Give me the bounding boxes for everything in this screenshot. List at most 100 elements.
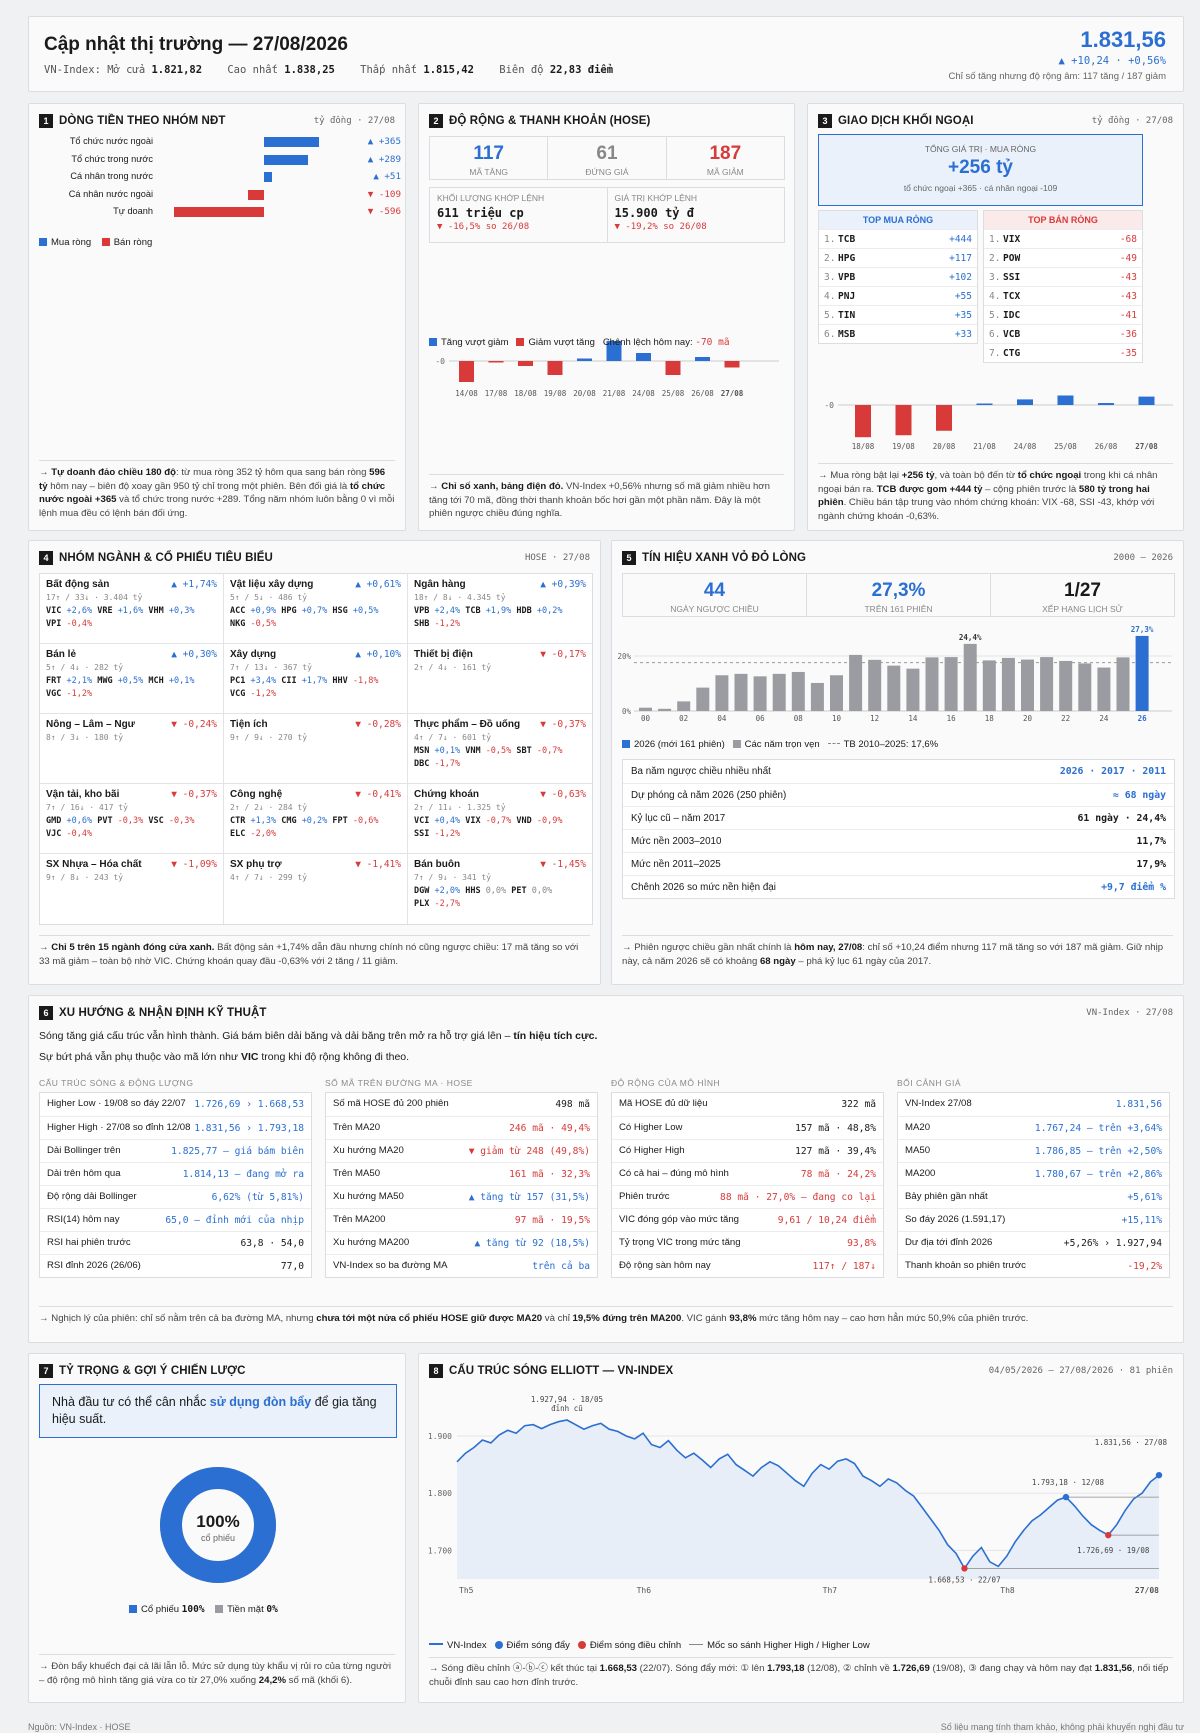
year-bar — [696, 687, 710, 711]
sector-cell[interactable]: Thiết bị điện ▼ -0,17% 2↑ / 4↓ · 161 tỷ — [408, 644, 592, 714]
flow-label: Tổ chức trong nước — [71, 153, 153, 164]
sector-grid: Bất động sản ▲ +1,74% 17↑ / 33↓ · 3.404 tỷ… — [39, 573, 593, 925]
breadth-x-label: 25/08 — [662, 389, 685, 398]
elliott-x-label: 27/08 — [1135, 1586, 1159, 1595]
sector-cell[interactable]: Vật liệu xây dựng ▲ +0,61% 5↑ / 5↓ · 486 t… — [224, 574, 408, 644]
sector-cell[interactable]: Xây dựng ▲ +0,10% 7↑ / 13↓ · 367 tỷ PC1 +3,… — [224, 644, 408, 714]
card-meta: HOSE · 27/08 — [524, 553, 590, 563]
divergence-year-chart: 0% 20% 00 02 04 06 08 10 12 14 16 18 20 22 24 26 24,4% 27… — [617, 625, 1172, 723]
card-elliott: 8 Cấu trúc sóng Elliott — VN-Index 04/05/2… — [418, 1353, 1184, 1703]
card-number: 3 — [818, 114, 832, 128]
year-bar — [1040, 657, 1054, 711]
card-number: 7 — [39, 1364, 53, 1378]
card-divergence: 5 Tín hiệu xanh vỏ đỏ lòng 2000 – 2026 44 N… — [611, 540, 1184, 985]
flow-row: Tự doanh ▼ -596 — [49, 204, 405, 220]
svg-text:1.800: 1.800 — [428, 1489, 452, 1498]
elliott-current-point — [1155, 1471, 1163, 1479]
ticker-row[interactable]: 6. MSB +33 — [819, 324, 977, 343]
flow-row: Tổ chức nước ngoài ▲ +365 — [49, 134, 405, 150]
card-title: Xu hướng & nhận định kỹ thuật — [59, 1007, 267, 1019]
sector-cell[interactable]: Nông – Lâm – Ngư ▼ -0,24% 8↑ / 3↓ · 180 tỷ — [40, 714, 224, 784]
year-bar — [887, 665, 901, 711]
foreign-flow-chart: -0 18/08 19/08 20/08 21/08 24/08 25/08 26/08 27/… — [824, 395, 1173, 451]
year-bar — [906, 668, 920, 711]
market-header: Cập nhật thị trường — 27/08/2026 VN-Inde… — [28, 16, 1184, 92]
foreign-x-label: 25/08 — [1054, 442, 1077, 451]
sector-cell[interactable]: Bán lẻ ▲ +0,30% 5↑ / 4↓ · 282 tỷ FRT +2,1% … — [40, 644, 224, 714]
allocation-note: → Đòn bẩy khuếch đại cả lãi lẫn lỗ. Mức … — [39, 1661, 391, 1686]
technical-row: Trên MA200 97 mã · 19,5% — [326, 1208, 597, 1231]
foreign-bar — [1017, 399, 1033, 405]
year-tick: 22 — [1061, 714, 1070, 723]
footer: Nguồn: VN-Index · HOSE Số liệu mang tính … — [28, 1722, 1184, 1732]
sector-cell[interactable]: Tiện ích ▼ -0,28% 9↑ / 9↓ · 270 tỷ — [224, 714, 408, 784]
technical-row: Xu hướng MA20 ▼ giảm từ 248 (49,8%) — [326, 1139, 597, 1162]
card-number: 2 — [429, 114, 443, 128]
technical-row: Higher High · 27/08 so đỉnh 12/08 1.831,5… — [40, 1116, 311, 1139]
ticker-row[interactable]: 5. TIN +35 — [819, 305, 977, 324]
foreign-x-label: 18/08 — [852, 442, 875, 451]
year-bar — [830, 675, 843, 711]
year-bar — [810, 682, 824, 711]
technical-row: VN-Index 27/08 1.831,56 — [905, 1098, 1162, 1110]
card-number: 8 — [429, 1364, 443, 1378]
sector-cell[interactable]: SX phụ trợ ▼ -1,41% 4↑ / 7↓ · 299 tỷ — [224, 854, 408, 924]
foreign-bar — [1138, 396, 1155, 405]
down-count: 187 — [709, 143, 742, 164]
divergence-row: Dự phóng cả năm 2026 (250 phiên) ≈ 68 ngà… — [623, 783, 1174, 806]
technical-row: Mã HOSE đủ dữ liệu 322 mã — [619, 1098, 876, 1110]
year-tick: 12 — [870, 714, 879, 723]
ticker-row[interactable]: 3. SSI -43 — [984, 267, 1142, 286]
sector-cell[interactable]: Công nghệ ▼ -0,41% 2↑ / 2↓ · 284 tỷ CTR +1,… — [224, 784, 408, 854]
card-breadth-liquidity: 2 Độ rộng & thanh khoản (HOSE) 117 Mã tăng… — [418, 103, 795, 531]
svg-text:27,3%: 27,3% — [1131, 625, 1154, 634]
technical-lead-1: Sóng tăng giá cấu trúc vẫn hình thành. G… — [39, 1030, 598, 1042]
peak-annotation-2: đỉnh cũ — [551, 1404, 583, 1413]
technical-row: So đáy 2026 (1.591,17) +15,11% — [898, 1208, 1169, 1231]
ticker-row[interactable]: 2. HPG +117 — [819, 248, 977, 267]
year-tick: 18 — [985, 714, 995, 723]
sector-cell[interactable]: Bất động sản ▲ +1,74% 17↑ / 33↓ · 3.404 tỷ… — [40, 574, 224, 644]
breadth-bar — [577, 358, 592, 361]
page-title: Cập nhật thị trường — 27/08/2026 — [44, 34, 348, 55]
ticker-row[interactable]: 2. POW -49 — [984, 248, 1142, 267]
sector-cell[interactable]: Vận tải, kho bãi ▼ -0,37% 7↑ / 16↓ · 417 t… — [40, 784, 224, 854]
sector-cell[interactable]: SX Nhựa – Hóa chất ▼ -1,09% 9↑ / 8↓ · 243 … — [40, 854, 224, 924]
sector-cell[interactable]: Thực phẩm – Đồ uống ▼ -0,37% 4↑ / 7↓ · 601… — [408, 714, 592, 784]
technical-row: Higher Low · 19/08 so đáy 22/07 1.726,69 … — [47, 1098, 304, 1110]
ticker-row[interactable]: 7. CTG -35 — [984, 343, 1142, 362]
breadth-note: → Chỉ số xanh, bảng điện đỏ. VN-Index +0… — [429, 481, 770, 520]
sector-cell[interactable]: Bán buôn ▼ -1,45% 7↑ / 9↓ · 341 tỷ DGW +2,0… — [414, 859, 586, 910]
card-allocation: 7 Tỷ trọng & gợi ý chiến lược Nhà đầu tư … — [28, 1353, 406, 1703]
technical-column: Cấu trúc sóng & động lượng Higher Low · 1… — [39, 1078, 312, 1278]
foreign-x-label: 27/08 — [1135, 442, 1158, 451]
ticker-row[interactable]: 1. TCB +444 — [819, 229, 977, 248]
svg-text:1.700: 1.700 — [428, 1546, 452, 1555]
ticker-row[interactable]: 4. PNJ +55 — [819, 286, 977, 305]
up-count: 117 — [473, 143, 504, 164]
allocation-donut — [160, 1467, 276, 1583]
ticker-row[interactable]: 3. VPB +102 — [819, 267, 977, 286]
breadth-x-label: 19/08 — [544, 389, 567, 398]
ticker-row[interactable]: 5. IDC -41 — [984, 305, 1142, 324]
elliott-x-label: Th8 — [1000, 1586, 1015, 1595]
foreign-bar — [1098, 403, 1114, 405]
breadth-x-label: 18/08 — [514, 389, 537, 398]
ticker-row[interactable]: 4. TCX -43 — [984, 286, 1142, 305]
sector-cell[interactable]: Chứng khoán ▼ -0,63% 2↑ / 11↓ · 1.325 tỷ VC… — [408, 784, 592, 854]
year-bar — [868, 659, 882, 711]
breadth-status: Chỉ số tăng nhưng độ rộng âm: 117 tăng /… — [948, 71, 1166, 82]
card-number: 4 — [39, 551, 53, 565]
card-title: Giao dịch khối ngoại — [838, 115, 974, 127]
technical-row: Dư địa tới đỉnh 2026 +5,26% › 1.927,94 — [898, 1231, 1169, 1254]
technical-row: Bảy phiên gần nhất +5,61% — [898, 1185, 1169, 1208]
ohlc-summary: VN-Index: Mở cửa 1.821,82 Cao nhất 1.838… — [44, 64, 614, 76]
sector-cell[interactable]: Ngân hàng ▲ +0,39% 18↑ / 8↓ · 4.345 tỷ VPB … — [408, 574, 592, 644]
breadth-x-label: 14/08 — [455, 389, 478, 398]
year-bar — [677, 701, 691, 711]
ticker-row[interactable]: 6. VCB -36 — [984, 324, 1142, 343]
ticker-row[interactable]: 1. VIX -68 — [984, 229, 1142, 248]
year-tick: 06 — [756, 714, 766, 723]
year-bar — [753, 676, 767, 711]
foreign-bar — [936, 405, 952, 431]
